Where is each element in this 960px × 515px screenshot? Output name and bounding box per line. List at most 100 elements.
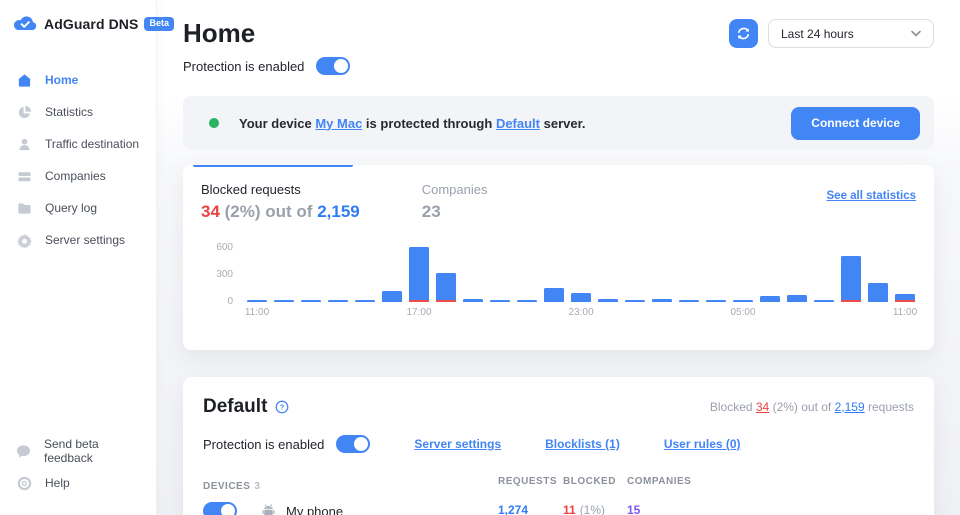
- device-requests-value[interactable]: 1,274: [498, 503, 529, 515]
- chart-x-tick: 05:00: [730, 307, 756, 318]
- sidebar-item-label: Home: [45, 73, 79, 87]
- home-icon: [16, 72, 32, 88]
- chart-bar[interactable]: [760, 296, 780, 302]
- status-dot-icon: [209, 118, 219, 128]
- banner-text: Your device My Mac is protected through …: [239, 115, 586, 131]
- chart-bar[interactable]: [598, 299, 618, 302]
- chart-bar[interactable]: [841, 256, 861, 302]
- chart-bar[interactable]: [814, 300, 834, 302]
- chart-bar[interactable]: [706, 300, 726, 302]
- help-ring-icon: [16, 475, 32, 491]
- sidebar-item-traffic-destination[interactable]: Traffic destination: [0, 128, 156, 160]
- default-server-card: Default ? Blocked 34 (2%) out of 2,159 r…: [183, 377, 934, 515]
- chart-bar[interactable]: [625, 300, 645, 302]
- sidebar-item-query-log[interactable]: Query log: [0, 192, 156, 224]
- user-rules-link[interactable]: User rules (0): [663, 437, 741, 451]
- adguard-cloud-logo-icon: [12, 14, 38, 34]
- sidebar-spacer: [0, 256, 156, 435]
- chart-bar[interactable]: [571, 293, 591, 302]
- chart-bar-blocked-segment: [841, 300, 861, 302]
- chart-bar[interactable]: [382, 291, 402, 302]
- companies-value: 23: [421, 202, 441, 221]
- device-link[interactable]: My Mac: [315, 115, 363, 131]
- sidebar-item-send-beta-feedback[interactable]: Send beta feedback: [0, 435, 156, 467]
- chart-bar[interactable]: [247, 300, 267, 302]
- devices-label: DEVICES 3: [203, 481, 261, 492]
- sidebar-item-companies[interactable]: Companies: [0, 160, 156, 192]
- page-header: Home Last 24 hours: [183, 18, 934, 49]
- chart-bar[interactable]: [328, 300, 348, 302]
- column-header-requests: REQUESTS: [498, 476, 558, 487]
- sidebar-item-statistics[interactable]: Statistics: [0, 96, 156, 128]
- chart-bar[interactable]: [544, 288, 564, 302]
- chart-bar[interactable]: [652, 299, 672, 302]
- beta-badge: Beta: [144, 17, 174, 31]
- folder-icon: [16, 200, 32, 216]
- chart-x-tick: 23:00: [568, 307, 594, 318]
- chart-bar[interactable]: [868, 283, 888, 302]
- chart-bar[interactable]: [463, 299, 483, 302]
- device-toggle[interactable]: [203, 502, 237, 515]
- total-requests-link[interactable]: 2,159: [834, 400, 865, 414]
- stats-tabs: Blocked requests 34 (2%) out of 2,159 Co…: [201, 182, 916, 222]
- server-protection-toggle[interactable]: [336, 435, 371, 453]
- chart-bar[interactable]: [733, 300, 753, 302]
- device-blocked-value: 11 (1%): [563, 503, 606, 515]
- server-controls-row: Protection is enabled Server settings Bl…: [203, 435, 914, 453]
- chart-bar[interactable]: [274, 300, 294, 302]
- device-protected-banner: Your device My Mac is protected through …: [183, 96, 934, 150]
- pie-chart-icon: [16, 104, 32, 120]
- active-tab-indicator: [193, 165, 353, 167]
- chart-y-tick: 0: [227, 296, 233, 307]
- statistics-card: Blocked requests 34 (2%) out of 2,159 Co…: [183, 165, 934, 350]
- chart-bar[interactable]: [490, 300, 510, 302]
- chart-bar[interactable]: [679, 300, 699, 302]
- column-header-blocked: BLOCKED: [563, 476, 616, 487]
- sidebar-item-help[interactable]: Help: [0, 467, 156, 499]
- refresh-icon: [736, 26, 751, 41]
- blocklists-link[interactable]: Blocklists (1): [545, 437, 620, 451]
- chart-bar[interactable]: [436, 273, 456, 302]
- protection-toggle[interactable]: [316, 57, 351, 75]
- chart-bar[interactable]: [787, 295, 807, 302]
- sidebar-item-server-settings[interactable]: Server settings: [0, 224, 156, 256]
- blocked-requests-value: 34 (2%) out of 2,159: [201, 202, 360, 221]
- app-title: AdGuard DNS: [44, 16, 139, 32]
- question-circle-icon[interactable]: ?: [275, 400, 289, 414]
- chart-x-tick: 11:00: [244, 307, 270, 318]
- server-settings-link[interactable]: Server settings: [414, 437, 502, 451]
- gear-icon: [16, 232, 32, 248]
- chart-plot: 11:00 17:00 23:00 05:00 11:00: [245, 246, 917, 318]
- chart-bar[interactable]: [409, 247, 429, 302]
- chart-bar[interactable]: [895, 294, 915, 302]
- time-range-value: Last 24 hours: [781, 26, 854, 41]
- sidebar-item-home[interactable]: Home: [0, 64, 156, 96]
- server-protection-label: Protection is enabled: [203, 436, 325, 452]
- chart-bar[interactable]: [301, 300, 321, 302]
- requests-bar-chart: 11:00 17:00 23:00 05:00 11:00 0 300 600: [201, 242, 917, 318]
- sidebar-item-label: Send beta feedback: [44, 437, 99, 465]
- sidebar-item-label: Companies: [45, 169, 106, 183]
- sidebar: AdGuard DNS Beta Home Statistics Traffic…: [0, 0, 174, 515]
- sidebar-item-label: Traffic destination: [45, 137, 140, 151]
- connect-device-button[interactable]: Connect device: [791, 106, 920, 140]
- companies-label: Companies: [421, 182, 488, 197]
- column-header-companies: COMPANIES: [627, 476, 692, 487]
- chart-bar[interactable]: [517, 300, 537, 302]
- blocked-count-link[interactable]: 34: [755, 400, 770, 414]
- tab-blocked-requests[interactable]: Blocked requests 34 (2%) out of 2,159: [201, 182, 360, 222]
- android-icon: [261, 503, 276, 515]
- tab-companies[interactable]: Companies 23: [422, 182, 488, 222]
- time-range-select[interactable]: Last 24 hours: [768, 19, 934, 48]
- logo[interactable]: AdGuard DNS Beta: [0, 14, 174, 34]
- server-card-header: Default ? Blocked 34 (2%) out of 2,159 r…: [203, 396, 914, 418]
- see-all-statistics-link[interactable]: See all statistics: [826, 190, 917, 202]
- chart-x-tick: 17:00: [406, 307, 432, 318]
- device-companies-value[interactable]: 15: [627, 503, 641, 515]
- chart-bar-blocked-segment: [436, 300, 456, 302]
- refresh-button[interactable]: [729, 19, 758, 48]
- server-blocked-summary: Blocked 34 (2%) out of 2,159 requests: [709, 400, 914, 414]
- chart-bar[interactable]: [355, 300, 375, 302]
- server-link[interactable]: Default: [495, 115, 540, 131]
- person-icon: [16, 136, 32, 152]
